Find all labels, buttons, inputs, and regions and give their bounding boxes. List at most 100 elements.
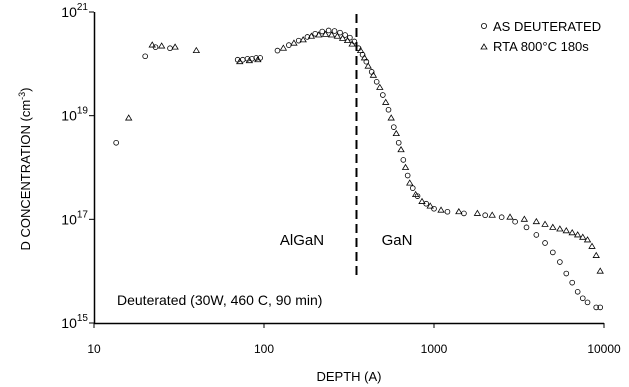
data-point-triangle: [360, 54, 369, 61]
data-point-circle: [142, 53, 148, 60]
data-point-circle: [390, 124, 397, 130]
y-tick-label: 1017: [61, 209, 88, 227]
deuteration-conditions-note: Deuterated (30W, 460 C, 90 min): [117, 292, 322, 308]
data-point-circle: [380, 92, 386, 98]
y-tick-label-base: 10: [61, 211, 77, 227]
chart-legend: AS DEUTERATED RTA 800°C 180s: [480, 19, 601, 54]
data-point-triangle: [549, 223, 557, 230]
data-point-triangle: [254, 55, 262, 63]
data-point-triangle: [455, 207, 463, 215]
data-point-circle: [368, 69, 375, 75]
data-point-triangle: [411, 190, 420, 198]
data-point-triangle: [401, 163, 410, 170]
data-point-triangle: [397, 145, 405, 153]
data-point-triangle: [356, 46, 365, 54]
data-point-triangle: [338, 34, 347, 41]
data-point-circle: [373, 79, 380, 85]
data-point-circle: [533, 232, 540, 238]
y-axis-label-main: D CONCENTRATION (cm: [18, 100, 33, 251]
data-point-circle: [557, 259, 563, 265]
data-point-triangle: [157, 42, 166, 49]
legend-item-rta: RTA 800°C 180s: [480, 39, 589, 54]
x-axis-label: DEPTH (A): [317, 369, 382, 384]
series-triangle: [124, 30, 604, 274]
data-point-triangle: [321, 30, 330, 37]
y-tick-label-exponent: 17: [77, 209, 89, 220]
data-point-triangle: [245, 56, 254, 64]
y-tick-label-base: 10: [61, 108, 77, 124]
data-point-circle: [167, 45, 173, 52]
data-point-circle: [319, 28, 326, 35]
region-label-algan: AlGaN: [280, 232, 324, 249]
data-point-triangle: [596, 267, 604, 274]
y-tick-label: 1015: [61, 313, 88, 331]
data-point-triangle: [343, 36, 352, 44]
y-axis-label-close: ): [18, 87, 33, 91]
data-point-triangle: [290, 39, 298, 46]
data-point-triangle: [541, 220, 549, 227]
x-tick-label: 100: [254, 342, 274, 356]
legend-circle-marker: [480, 22, 487, 29]
data-point-triangle: [520, 215, 529, 222]
data-point-circle: [274, 47, 281, 54]
legend-triangle-marker: [480, 43, 488, 50]
data-point-triangle: [327, 31, 336, 38]
data-point-circle: [113, 139, 119, 146]
data-point-circle: [597, 304, 604, 311]
data-point-circle: [325, 27, 332, 34]
data-point-circle: [286, 42, 292, 48]
data-point-triangle: [299, 36, 307, 43]
data-point-circle: [385, 106, 392, 113]
data-series-layer: [113, 27, 604, 311]
y-tick-label-base: 10: [61, 4, 77, 20]
data-point-triangle: [588, 242, 596, 249]
data-point-circle: [337, 29, 343, 36]
data-point-circle: [584, 299, 591, 306]
data-point-triangle: [171, 43, 179, 50]
data-point-circle: [400, 157, 407, 163]
data-point-triangle: [307, 32, 316, 39]
data-point-triangle: [124, 114, 133, 121]
data-point-triangle: [562, 227, 570, 234]
x-tick-label: 10000: [587, 342, 621, 356]
data-point-circle: [304, 34, 311, 40]
data-point-triangle: [579, 233, 587, 240]
legend-label-rta: RTA 800°C 180s: [493, 39, 589, 54]
data-point-triangle: [573, 231, 582, 238]
data-point-triangle: [488, 211, 496, 218]
y-tick-label-exponent: 15: [77, 313, 89, 324]
y-tick-label: 1021: [61, 2, 88, 20]
data-point-circle: [569, 279, 575, 286]
data-point-circle: [414, 193, 421, 199]
x-tick-label: 10: [87, 342, 101, 356]
y-tick-label-exponent: 21: [77, 2, 89, 13]
data-point-triangle: [592, 251, 600, 258]
data-point-triangle: [236, 57, 244, 65]
data-point-triangle: [376, 83, 384, 90]
data-point-triangle: [392, 129, 400, 137]
x-axis-ticks: 10 100 1000 10000: [87, 323, 621, 356]
region-label-gan: GaN: [382, 232, 413, 249]
legend-item-as-deuterated: AS DEUTERATED: [480, 19, 601, 34]
data-point-triangle: [426, 202, 434, 209]
data-point-triangle: [556, 225, 564, 232]
data-point-triangle: [473, 209, 482, 216]
data-point-circle: [593, 304, 600, 311]
data-point-triangle: [506, 213, 514, 220]
data-point-triangle: [148, 41, 156, 48]
data-point-triangle: [437, 206, 445, 213]
data-point-circle: [409, 185, 416, 191]
data-point-circle: [363, 58, 370, 65]
data-point-triangle: [387, 114, 395, 121]
data-point-circle: [461, 210, 467, 217]
data-point-triangle: [418, 197, 426, 204]
data-point-triangle: [333, 32, 342, 39]
data-point-triangle: [364, 62, 372, 69]
series-circle: [113, 27, 604, 311]
data-point-circle: [482, 212, 488, 219]
x-tick-label: 1000: [421, 342, 448, 356]
data-point-triangle: [348, 40, 356, 47]
